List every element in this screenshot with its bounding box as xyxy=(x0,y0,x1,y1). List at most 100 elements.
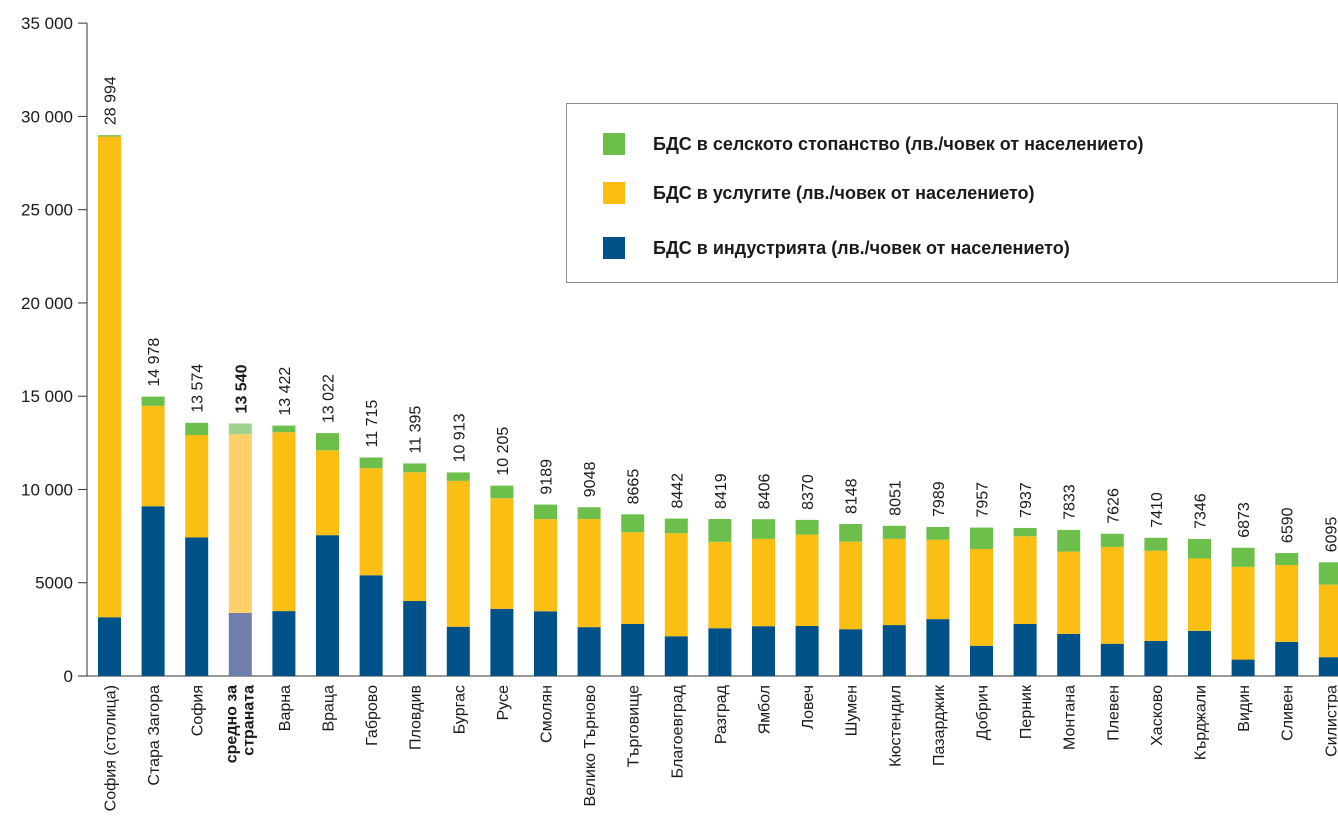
bar-segment-services xyxy=(577,518,601,628)
bar-segment-agriculture xyxy=(228,423,252,435)
bar-segment-agriculture xyxy=(926,526,950,540)
y-tick-label: 5000 xyxy=(35,574,73,593)
bar-segment-industry xyxy=(1275,641,1299,676)
bar-total-label: 8370 xyxy=(800,474,817,510)
legend-label-services: БДС в услугите (лв./човек от населението… xyxy=(653,182,1035,203)
y-tick-label: 30 000 xyxy=(21,107,73,126)
bar-total-label: 7833 xyxy=(1062,484,1079,520)
bar-segment-services xyxy=(839,541,863,630)
bar-segment-industry xyxy=(141,506,165,676)
bar-segment-services xyxy=(1275,565,1299,642)
bar-total-label: 13 022 xyxy=(321,374,338,423)
x-tick-label: София xyxy=(190,685,207,736)
bar-segment-agriculture xyxy=(1275,553,1299,566)
bar-segment-industry xyxy=(882,625,906,676)
bar-segment-services xyxy=(141,405,165,507)
legend-swatch-services xyxy=(603,182,625,204)
bar-segment-agriculture xyxy=(403,463,427,473)
bar-segment-agriculture xyxy=(970,527,993,549)
x-tick-label: Габрово xyxy=(364,685,381,746)
bar-segment-industry xyxy=(316,535,339,676)
bar-total-label: 13 422 xyxy=(277,367,294,416)
bar-total-label: 14 978 xyxy=(146,338,163,387)
bar-segment-agriculture xyxy=(1188,538,1211,559)
x-tick-label: Разград xyxy=(713,684,730,744)
bar-segment-agriculture xyxy=(316,433,339,451)
legend-label-industry: БДС в индустрията (лв./човек от населени… xyxy=(653,237,1070,258)
x-tick-label: средно застраната xyxy=(223,685,257,763)
legend-item-services: БДС в услугите (лв./човек от населението… xyxy=(603,182,1035,204)
bar-segment-services xyxy=(1188,558,1211,631)
bar-total-label: 8406 xyxy=(757,474,774,510)
x-tick-label: Плевен xyxy=(1105,685,1122,741)
x-tick-label: Русе xyxy=(495,685,512,720)
bar-segment-services xyxy=(316,450,339,536)
x-tick-label: Перник xyxy=(1018,684,1035,739)
bar-total-label: 6590 xyxy=(1280,507,1297,543)
bar-segment-agriculture xyxy=(141,396,165,406)
bar-segment-agriculture xyxy=(621,514,645,533)
bar-segment-industry xyxy=(98,617,121,676)
bar-total-label: 7989 xyxy=(931,481,948,517)
y-tick-label: 20 000 xyxy=(21,294,73,313)
bar-total-label: 10 913 xyxy=(451,413,468,462)
x-tick-labels: София (столица) Стара Загора София средно з… xyxy=(103,684,1338,811)
legend-item-industry: БДС в индустрията (лв./човек от населени… xyxy=(603,237,1070,259)
bar-segment-industry xyxy=(1100,643,1124,676)
bar-segment-services xyxy=(98,136,121,618)
bar-segment-agriculture xyxy=(359,457,383,469)
bar-segment-services xyxy=(403,472,427,602)
bar-segment-agriculture xyxy=(272,425,296,433)
bar-segment-industry xyxy=(403,601,427,676)
y-tick-label: 15 000 xyxy=(21,387,73,406)
y-tick-label: 10 000 xyxy=(21,480,73,499)
bar-segment-services xyxy=(185,435,209,538)
bar-segment-services xyxy=(1013,536,1037,624)
x-tick-label: Благоевград xyxy=(669,684,686,778)
y-tick-label: 0 xyxy=(64,667,73,686)
bar-total-label: 8148 xyxy=(844,478,861,514)
y-axis: 0 5000 10 000 15 000 20 000 25 000 30 000 35 00… xyxy=(21,14,1338,686)
bar-segment-industry xyxy=(490,608,514,676)
legend-swatch-agriculture xyxy=(603,133,625,155)
bar-total-label: 8442 xyxy=(669,473,686,509)
bar-segment-industry xyxy=(185,537,209,676)
bar-segment-industry xyxy=(272,611,296,676)
bar-segment-services xyxy=(752,538,775,627)
bar-segment-agriculture xyxy=(1013,527,1037,537)
bar-total-label: 11 395 xyxy=(408,406,425,454)
bar-segment-agriculture xyxy=(664,518,688,534)
bar-segment-agriculture xyxy=(446,472,470,481)
x-tick-label: Търговище xyxy=(626,685,643,767)
bar-segment-agriculture xyxy=(708,518,732,542)
x-tick-label: Сливен xyxy=(1280,685,1297,741)
x-tick-label: Силистра xyxy=(1323,685,1338,757)
bar-segment-agriculture xyxy=(882,525,906,539)
legend-label-agriculture: БДС в селското стопанство (лв./човек от … xyxy=(653,133,1144,154)
x-tick-label: Шумен xyxy=(844,685,861,736)
bar-segment-industry xyxy=(1231,659,1255,676)
bar-segment-services xyxy=(534,519,557,612)
bar-segment-industry xyxy=(577,627,601,676)
total-labels: 28 994 14 978 13 574 13 540 13 422 13 022 11 7… xyxy=(103,76,1338,552)
bar-segment-services xyxy=(359,468,383,576)
x-tick-label: Видин xyxy=(1236,685,1253,732)
y-tick-label: 25 000 xyxy=(21,201,73,220)
bars xyxy=(98,135,1338,676)
x-tick-label: Кърджали xyxy=(1193,685,1210,760)
bar-segment-agriculture xyxy=(1100,533,1124,547)
bar-segment-industry xyxy=(1144,640,1168,676)
bar-total-label: 8419 xyxy=(713,473,730,509)
bar-segment-industry xyxy=(839,629,863,676)
legend-item-agriculture: БДС в селското стопанство (лв./човек от … xyxy=(603,133,1143,155)
bar-segment-services xyxy=(621,532,645,624)
bar-total-label: 10 205 xyxy=(495,427,512,476)
bar-segment-industry xyxy=(534,611,557,676)
bar-segment-industry xyxy=(1188,630,1211,676)
x-tick-label: Враца xyxy=(321,685,338,732)
x-tick-label: София (столица) xyxy=(103,685,120,811)
legend: БДС в селското стопанство (лв./човек от … xyxy=(566,103,1338,283)
x-tick-label: Добрич xyxy=(975,685,992,740)
bar-segment-industry xyxy=(446,626,470,676)
